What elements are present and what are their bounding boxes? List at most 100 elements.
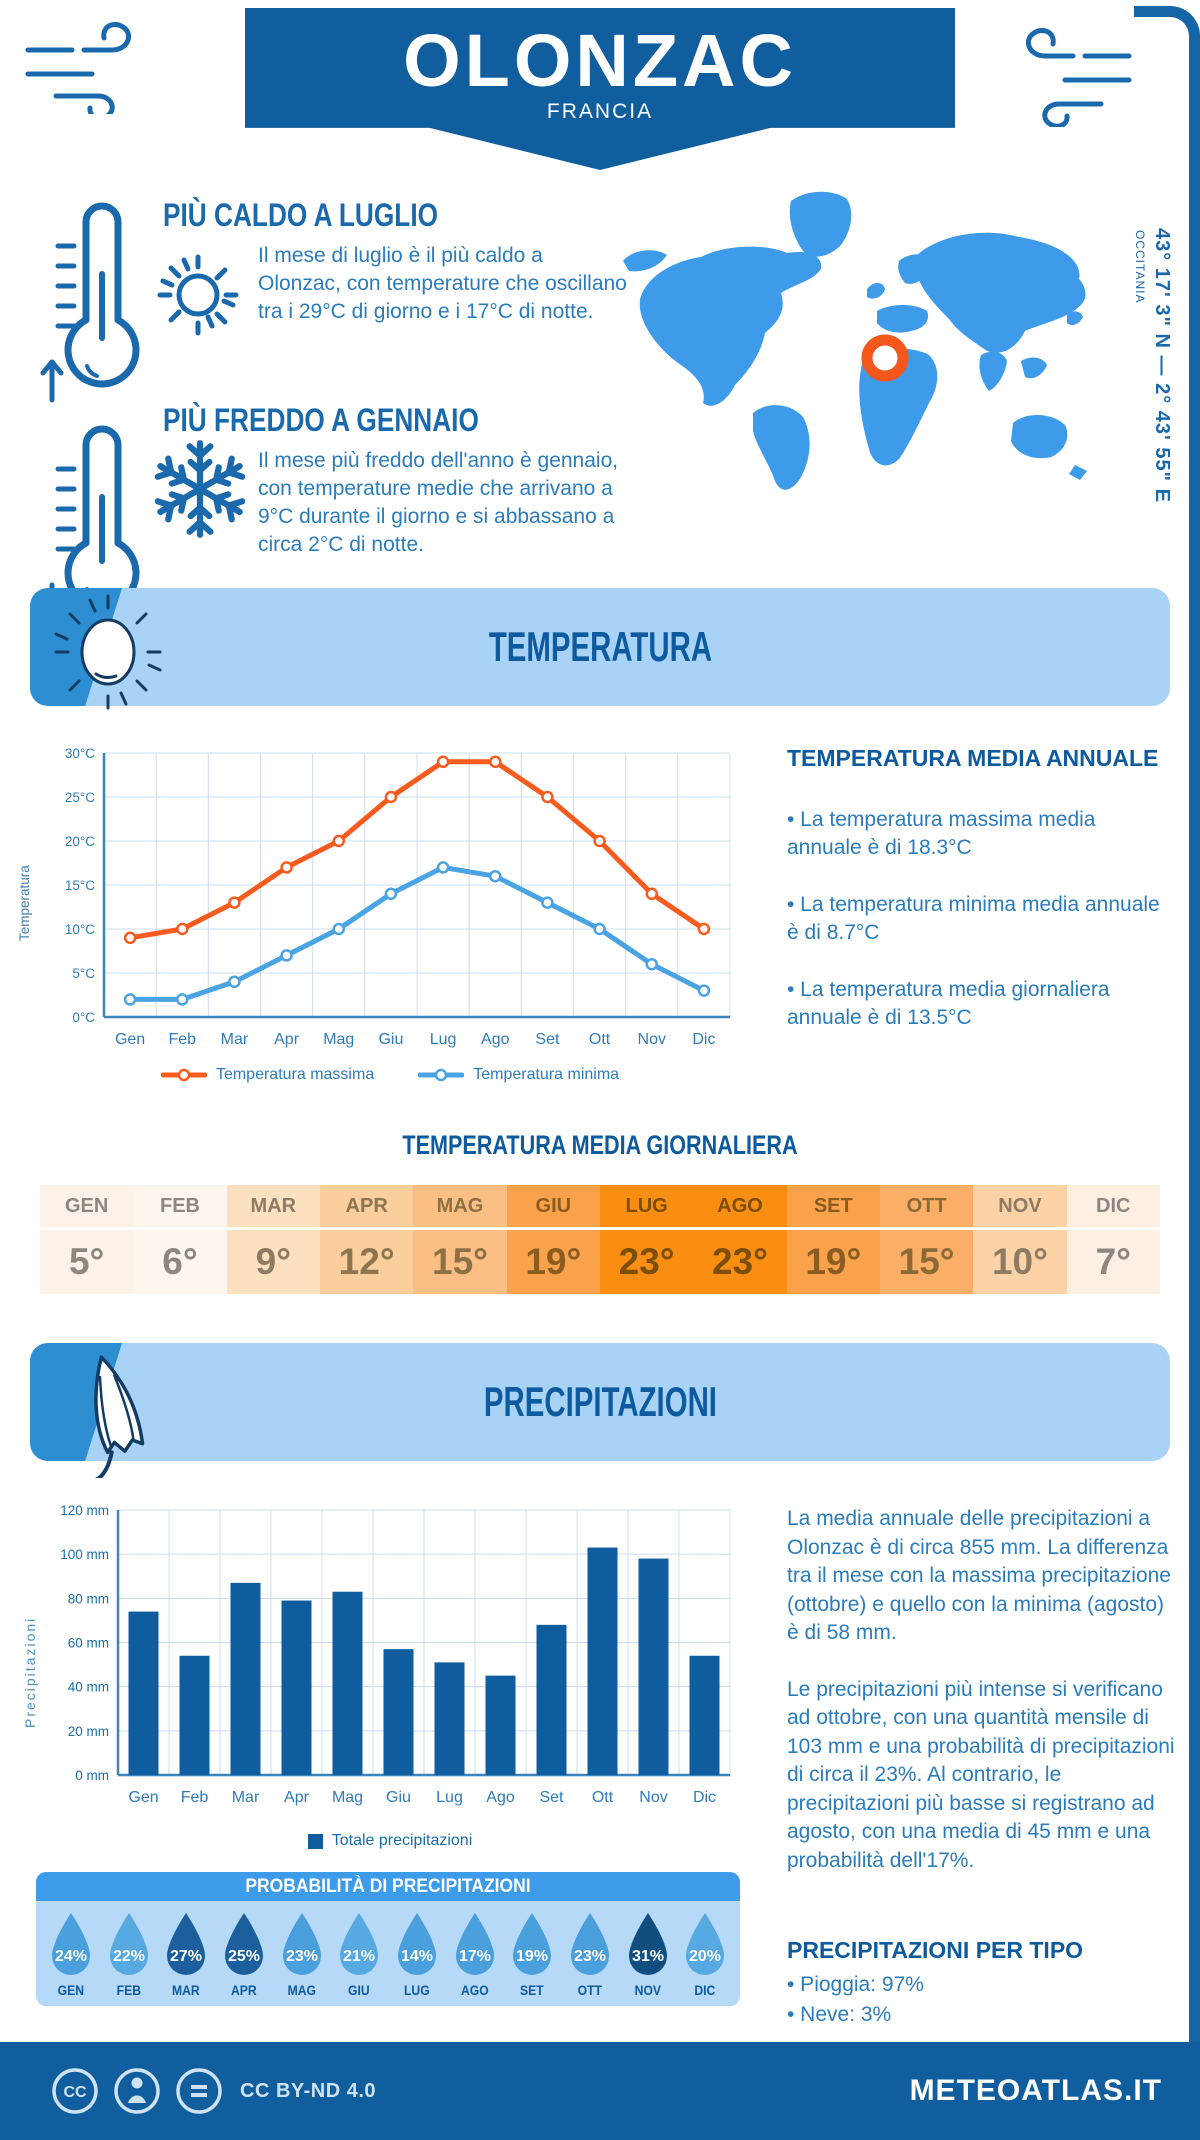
data-point [593,834,606,848]
y-tick-label: 20 mm [68,1724,109,1739]
drop-month-label: MAG [287,1983,316,1998]
temperature-section-banner: TEMPERATURA [30,588,1170,706]
table-month-cell: MAG [413,1185,507,1227]
table-value-cell: 10° [973,1230,1067,1294]
data-point [332,834,345,848]
drop-percentage: 20% [689,1948,721,1965]
daily-temperature-table: GEN FEB MAR APR MAG GIU LUG AGO SET OTT NOV DIC 5° 6… [40,1185,1160,1294]
person-icon [114,2068,160,2114]
drop-percentage: 24% [55,1948,87,1965]
table-value-cell: 6° [133,1230,227,1294]
probability-drop-column: 21% GIU [330,1911,388,1998]
precipitation-paragraph: La media annuale delle precipitazioni a … [787,1507,1171,1645]
x-tick-label: Lug [436,1789,463,1806]
x-tick-label: Ago [481,1031,510,1048]
drop-percentage: 19% [516,1948,548,1965]
snowflake-icon [148,437,252,541]
legend-item: Totale precipitazioni [307,1832,472,1850]
drop-percentage: 21% [343,1948,375,1965]
world-map [623,191,1087,490]
data-point [541,896,554,909]
data-point [123,931,137,945]
table-month-cell: APR [319,1185,414,1227]
bar [230,1582,261,1775]
drop-month-label: DIC [694,1983,716,1998]
wind-icon-left [25,22,132,114]
drop-percentage: 17% [459,1948,491,1965]
x-tick-label: Giu [378,1031,403,1048]
rain-drop-icon: 14% [397,1913,436,1975]
x-tick-label: Gen [115,1031,145,1048]
table-month-cell: LUG [599,1185,694,1227]
rain-drop-icon: 23% [570,1913,609,1975]
y-tick-label: 20°C [65,834,95,849]
license-label: CC BY-ND 4.0 [240,2080,377,2102]
table-value-cell: 23° [693,1230,787,1294]
x-tick-label: Ott [592,1789,614,1806]
bar [281,1600,312,1775]
daily-temperature-title: TEMPERATURA MEDIA GIORNALIERA [402,1130,798,1160]
x-tick-label: Nov [639,1789,667,1806]
precipitation-text: La media annuale delle precipitazioni a … [787,1505,1175,1904]
data-point [384,887,398,901]
data-point [489,755,502,769]
table-value-cell: 15° [879,1230,974,1294]
probability-drop-column: 23% OTT [561,1911,619,1998]
data-point [645,887,658,901]
rain-drop-icon: 27% [167,1913,206,1975]
x-tick-label: Dic [693,1789,716,1806]
y-tick-label: 0°C [72,1010,95,1025]
rain-drop-icon: 24% [51,1913,90,1975]
wind-icon-right [1025,28,1132,127]
precipitation-section-banner: PRECIPITAZIONI [30,1343,1170,1461]
probability-drop-column: 14% LUG [388,1911,446,1998]
cc-icon [52,2068,98,2114]
temperature-line-chart: 0°C 5°C 10°C 15°C 20°C 25°C 30°C Gen Feb Mar Apr Ma… [65,746,731,1048]
x-tick-label: Set [539,1789,564,1806]
probability-drop-column: 20% DIC [676,1911,734,1998]
table-value-cell: 7° [1066,1230,1160,1294]
table-month-cell: FEB [133,1185,227,1227]
y-tick-label: 100 mm [60,1547,109,1562]
probability-drops: 24% GEN 22% FEB 27% MAR 25% APR 23% MAG 21% GIU 14% L… [42,1911,734,1998]
drop-month-label: APR [231,1983,257,1998]
data-point [697,922,711,936]
drop-month-label: OTT [577,1983,603,1998]
probability-drop-column: 25% APR [215,1911,273,1998]
drop-month-label: FEB [116,1983,141,1998]
y-tick-label: 30°C [65,746,95,761]
bar [536,1624,567,1775]
table-value-cell: 23° [599,1230,694,1294]
x-tick-label: Apr [284,1789,310,1806]
x-tick-label: Mag [323,1031,354,1048]
data-point [123,993,137,1006]
x-tick-label: Giu [386,1789,411,1806]
hot-month-text: Il mese di luglio è il più caldo a Olonz… [258,244,627,323]
table-value-row: 5° 6° 9° 12° 15° 19° 23° 23° 19° 15° 10° 7° [40,1230,1160,1294]
annual-temperature-bullets: • La temperatura massima media annuale è… [787,806,1169,1061]
annual-bullet: • La temperatura media giornaliera annua… [787,977,1110,1029]
drop-percentage: 27% [170,1948,202,1965]
type-item: • Pioggia: 97% [787,1973,924,1996]
drop-percentage: 22% [112,1948,144,1965]
temperature-legend: Temperatura massima Temperatura minima [40,1066,740,1084]
x-tick-label: Mar [232,1789,260,1806]
temperature-y-axis-label: Temperatura [17,865,32,941]
data-point [384,790,398,804]
precipitation-types-list: • Pioggia: 97% • Neve: 3% [787,1970,924,2031]
table-month-row: GEN FEB MAR APR MAG GIU LUG AGO SET OTT NOV DIC [40,1185,1160,1227]
precipitation-bar-chart: 0 mm 20 mm 40 mm 60 mm 80 mm 100 mm 120 mm Gen F… [60,1503,731,1806]
site-name: METEOATLAS.IT [909,2074,1162,2107]
nd-icon [176,2068,222,2114]
table-month-cell: OTT [879,1185,974,1227]
data-point [489,869,502,883]
hot-month-title: PIÙ CALDO A LUGLIO [163,197,439,233]
data-point [436,755,450,769]
rain-drop-icon: 25% [224,1913,263,1975]
y-tick-label: 10°C [65,922,95,937]
page-title: OLONZAC [403,19,797,102]
data-point [436,861,450,874]
bar [689,1655,720,1775]
drop-month-label: NOV [634,1983,661,1998]
